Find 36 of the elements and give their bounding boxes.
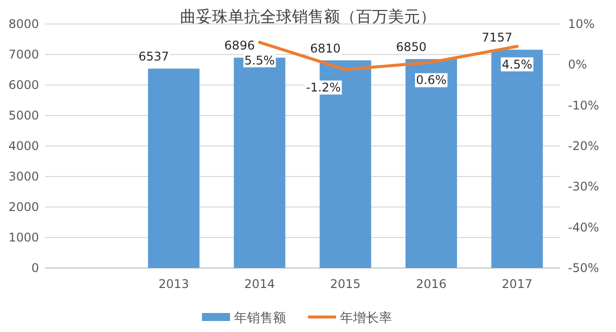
x-tick-label: 2015 — [330, 277, 361, 291]
legend-label: 年增长率 — [340, 310, 392, 326]
y2-tick-label: 10% — [568, 17, 595, 31]
data-label: -1.2% — [306, 80, 341, 95]
y-tick-label: 1000 — [8, 230, 39, 244]
x-tick-label: 2017 — [502, 277, 532, 291]
y2-tick-label: -40% — [568, 220, 600, 234]
x-tick-label: 2013 — [158, 277, 190, 291]
bar — [234, 58, 286, 268]
y-tick-label: 8000 — [8, 17, 39, 31]
data-label: 5.5% — [244, 53, 275, 68]
y2-tick-label: -30% — [568, 180, 600, 194]
y2-tick-label: 0% — [568, 58, 588, 72]
data-label: 0.6% — [416, 73, 446, 88]
x-tick-label: 2014 — [244, 277, 275, 291]
y-tick-label: 5000 — [8, 108, 39, 122]
legend-label: 年销售额 — [234, 311, 286, 326]
y-tick-label: 7000 — [8, 48, 39, 62]
data-label: 6537 — [138, 50, 170, 64]
y2-tick-label: -10% — [568, 98, 600, 112]
data-label: 6810 — [310, 41, 341, 56]
bar — [406, 59, 457, 268]
y-tick-label: 4000 — [8, 139, 39, 153]
bar — [491, 50, 543, 268]
data-label: 6896 — [224, 38, 255, 53]
bar — [148, 68, 200, 268]
y-tick-label: 6000 — [8, 78, 39, 92]
y2-tick-label: -20% — [568, 139, 600, 153]
y-tick-label: 0 — [31, 261, 39, 275]
data-label: 4.5% — [502, 57, 532, 72]
y-tick-label: 2000 — [8, 200, 39, 214]
data-label: 7157 — [482, 30, 512, 45]
y2-tick-label: -50% — [568, 261, 600, 275]
x-tick-label: 2016 — [416, 277, 447, 291]
data-label: 6850 — [396, 40, 427, 54]
y-tick-label: 3000 — [8, 170, 39, 184]
